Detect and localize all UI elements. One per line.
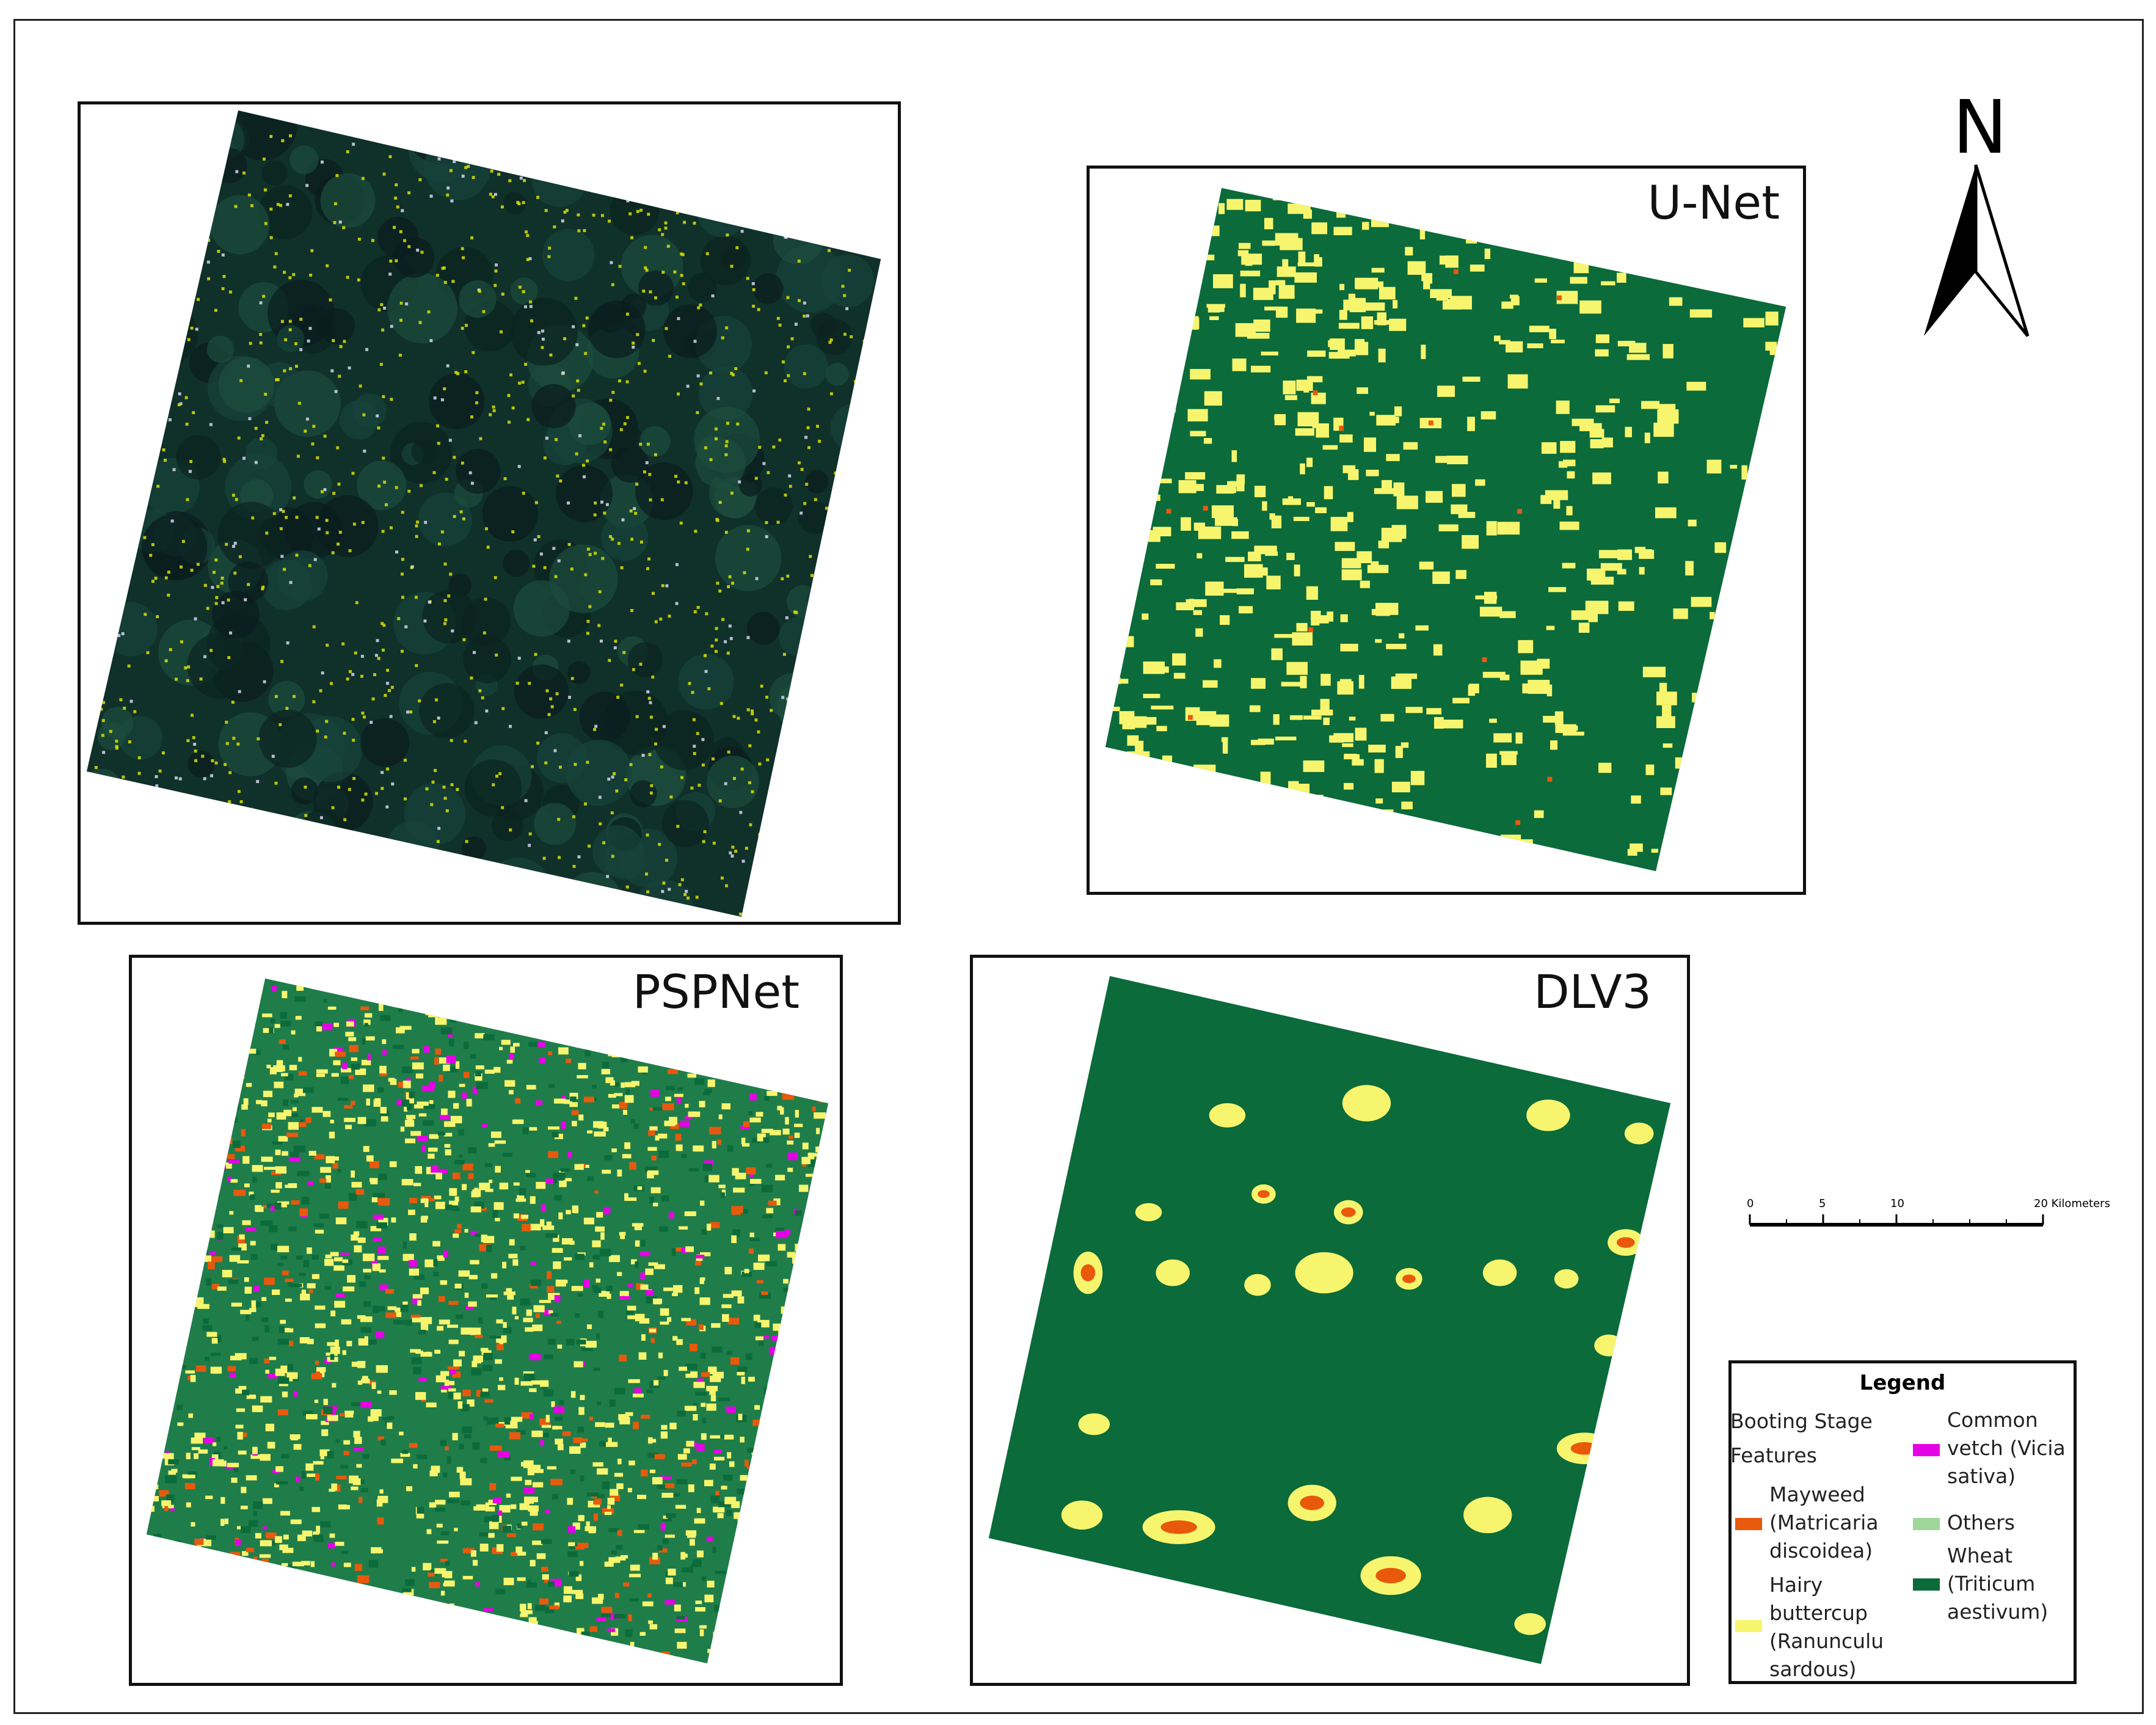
- scale-tick-10: 10: [1890, 1197, 1904, 1210]
- north-arrow-icon: [1924, 164, 2030, 337]
- legend-swatch-mayweed: [1735, 1518, 1762, 1530]
- pspnet-panel: PSPNet: [129, 955, 843, 1686]
- legend-item-buttercup: Hairy buttercup (Ranunculu sardous): [1769, 1573, 1884, 1681]
- legend-item-mayweed: Mayweed (Matricaria discoidea): [1769, 1482, 1879, 1563]
- legend: Legend Booting Stage Features Mayweed (M…: [1728, 1360, 2077, 1684]
- unet-classification-map: [1105, 188, 1786, 872]
- dlv3-classification-map: [988, 976, 1671, 1665]
- unet-panel-title: U-Net: [1647, 175, 1780, 230]
- scale-bar: 0 5 10 20 Kilometers: [1744, 1197, 2116, 1234]
- pspnet-classification-map: [146, 978, 829, 1664]
- rgb-image-panel: [78, 101, 901, 925]
- legend-swatch-buttercup: [1735, 1620, 1762, 1632]
- rgb-orthomosaic: [86, 110, 881, 917]
- dlv3-panel-title: DLV3: [1534, 965, 1652, 1019]
- unet-panel: U-Net: [1087, 166, 1806, 895]
- legend-item-vetch: Common vetch (Vicia sativa): [1947, 1408, 2066, 1488]
- north-label: N: [1953, 86, 2008, 170]
- map-frame: [13, 19, 2144, 1714]
- legend-swatch-others: [1913, 1518, 1940, 1530]
- scale-tick-0: 0: [1747, 1197, 1754, 1210]
- legend-group-label: Booting Stage Features: [1730, 1409, 1873, 1467]
- north-arrow: N: [1921, 92, 2031, 348]
- legend-title: Legend: [1859, 1371, 1946, 1395]
- legend-swatch-wheat: [1913, 1578, 1940, 1591]
- dlv3-panel: DLV3: [970, 955, 1690, 1686]
- legend-item-wheat: Wheat (Triticum aestivum): [1947, 1544, 2049, 1624]
- scale-tick-5: 5: [1819, 1197, 1826, 1210]
- legend-item-others: Others: [1947, 1511, 2015, 1534]
- scale-tick-20: 20 Kilometers: [2034, 1197, 2110, 1210]
- scale-bar-graphic: [1749, 1214, 2044, 1227]
- pspnet-panel-title: PSPNet: [632, 965, 799, 1019]
- legend-swatch-vetch: [1913, 1444, 1940, 1456]
